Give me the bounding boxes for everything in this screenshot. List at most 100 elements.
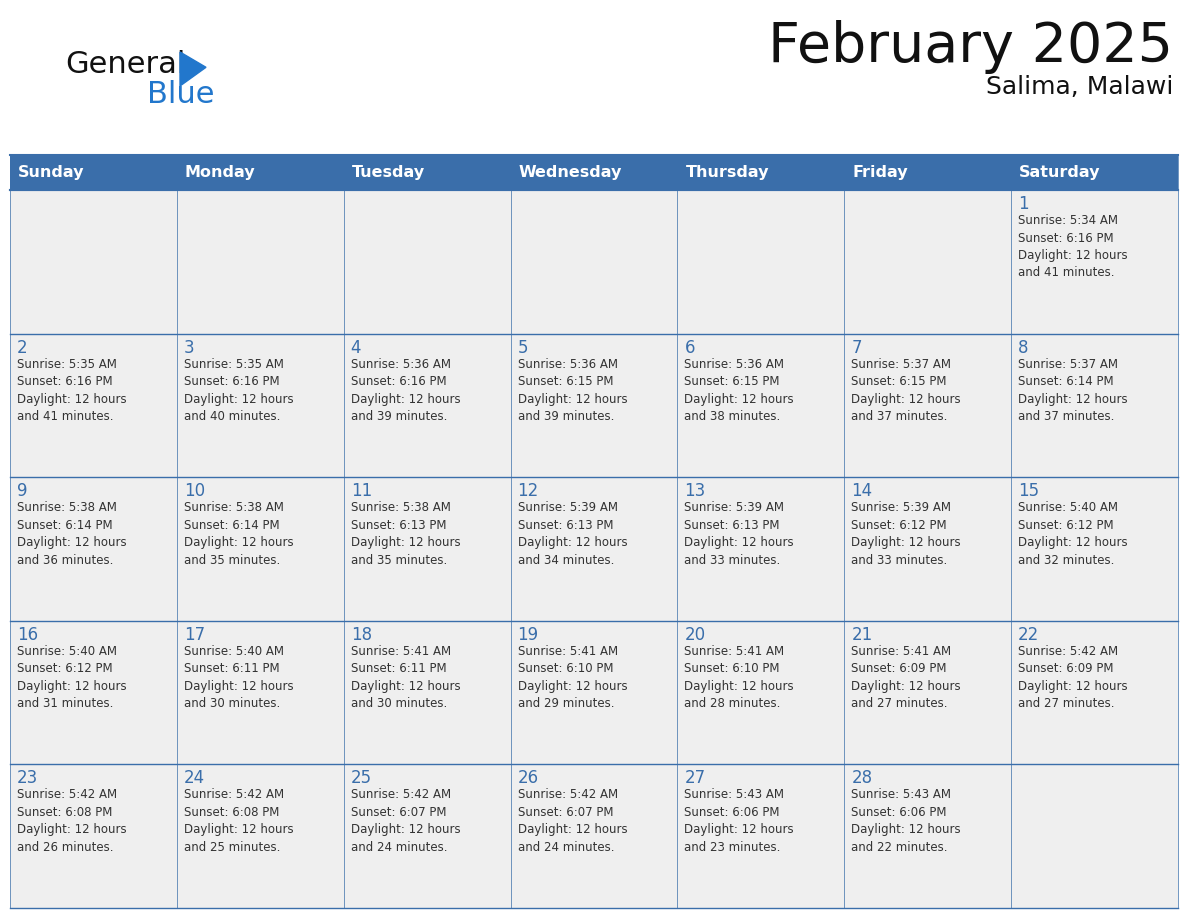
Bar — [845, 190, 1011, 333]
Text: 4: 4 — [350, 339, 361, 356]
Text: Sunrise: 5:36 AM
Sunset: 6:15 PM
Daylight: 12 hours
and 38 minutes.: Sunrise: 5:36 AM Sunset: 6:15 PM Dayligh… — [684, 358, 794, 423]
Bar — [177, 477, 343, 621]
Bar — [343, 190, 511, 333]
Text: Sunrise: 5:38 AM
Sunset: 6:14 PM
Daylight: 12 hours
and 36 minutes.: Sunrise: 5:38 AM Sunset: 6:14 PM Dayligh… — [17, 501, 127, 566]
Text: 9: 9 — [17, 482, 27, 500]
Text: 23: 23 — [17, 769, 38, 788]
Text: Sunrise: 5:40 AM
Sunset: 6:11 PM
Daylight: 12 hours
and 30 minutes.: Sunrise: 5:40 AM Sunset: 6:11 PM Dayligh… — [184, 644, 293, 711]
Bar — [511, 477, 677, 621]
Bar — [1011, 333, 1178, 477]
Bar — [511, 621, 677, 765]
Text: Sunrise: 5:37 AM
Sunset: 6:15 PM
Daylight: 12 hours
and 37 minutes.: Sunrise: 5:37 AM Sunset: 6:15 PM Dayligh… — [852, 358, 961, 423]
Text: Sunrise: 5:42 AM
Sunset: 6:08 PM
Daylight: 12 hours
and 26 minutes.: Sunrise: 5:42 AM Sunset: 6:08 PM Dayligh… — [17, 789, 127, 854]
Text: 22: 22 — [1018, 626, 1040, 644]
Bar — [511, 190, 677, 333]
Text: 14: 14 — [852, 482, 872, 500]
Text: Tuesday: Tuesday — [352, 165, 425, 180]
Text: Sunrise: 5:43 AM
Sunset: 6:06 PM
Daylight: 12 hours
and 22 minutes.: Sunrise: 5:43 AM Sunset: 6:06 PM Dayligh… — [852, 789, 961, 854]
Bar — [845, 333, 1011, 477]
Text: 17: 17 — [184, 626, 206, 644]
Text: 13: 13 — [684, 482, 706, 500]
Text: 6: 6 — [684, 339, 695, 356]
Text: Sunrise: 5:40 AM
Sunset: 6:12 PM
Daylight: 12 hours
and 31 minutes.: Sunrise: 5:40 AM Sunset: 6:12 PM Dayligh… — [17, 644, 127, 711]
Bar — [1011, 621, 1178, 765]
Text: Sunrise: 5:36 AM
Sunset: 6:16 PM
Daylight: 12 hours
and 39 minutes.: Sunrise: 5:36 AM Sunset: 6:16 PM Dayligh… — [350, 358, 460, 423]
Text: 7: 7 — [852, 339, 861, 356]
Text: 15: 15 — [1018, 482, 1040, 500]
Bar — [343, 333, 511, 477]
Text: 11: 11 — [350, 482, 372, 500]
Text: Friday: Friday — [852, 165, 908, 180]
Text: Sunrise: 5:35 AM
Sunset: 6:16 PM
Daylight: 12 hours
and 40 minutes.: Sunrise: 5:35 AM Sunset: 6:16 PM Dayligh… — [184, 358, 293, 423]
Bar — [845, 477, 1011, 621]
Text: Sunrise: 5:40 AM
Sunset: 6:12 PM
Daylight: 12 hours
and 32 minutes.: Sunrise: 5:40 AM Sunset: 6:12 PM Dayligh… — [1018, 501, 1127, 566]
Text: 25: 25 — [350, 769, 372, 788]
Bar — [677, 190, 845, 333]
Text: 21: 21 — [852, 626, 872, 644]
Text: Sunrise: 5:41 AM
Sunset: 6:10 PM
Daylight: 12 hours
and 29 minutes.: Sunrise: 5:41 AM Sunset: 6:10 PM Dayligh… — [518, 644, 627, 711]
Bar — [10, 765, 177, 908]
Text: 16: 16 — [17, 626, 38, 644]
Bar — [1011, 477, 1178, 621]
Text: 26: 26 — [518, 769, 538, 788]
Text: 18: 18 — [350, 626, 372, 644]
Text: Sunrise: 5:42 AM
Sunset: 6:08 PM
Daylight: 12 hours
and 25 minutes.: Sunrise: 5:42 AM Sunset: 6:08 PM Dayligh… — [184, 789, 293, 854]
Bar — [177, 765, 343, 908]
Text: Sunrise: 5:39 AM
Sunset: 6:13 PM
Daylight: 12 hours
and 34 minutes.: Sunrise: 5:39 AM Sunset: 6:13 PM Dayligh… — [518, 501, 627, 566]
Bar — [343, 621, 511, 765]
Text: Sunrise: 5:37 AM
Sunset: 6:14 PM
Daylight: 12 hours
and 37 minutes.: Sunrise: 5:37 AM Sunset: 6:14 PM Dayligh… — [1018, 358, 1127, 423]
Text: Blue: Blue — [147, 80, 215, 109]
Bar — [511, 765, 677, 908]
Text: Sunrise: 5:42 AM
Sunset: 6:07 PM
Daylight: 12 hours
and 24 minutes.: Sunrise: 5:42 AM Sunset: 6:07 PM Dayligh… — [350, 789, 460, 854]
Text: Sunrise: 5:36 AM
Sunset: 6:15 PM
Daylight: 12 hours
and 39 minutes.: Sunrise: 5:36 AM Sunset: 6:15 PM Dayligh… — [518, 358, 627, 423]
Bar — [511, 333, 677, 477]
Text: Sunrise: 5:38 AM
Sunset: 6:14 PM
Daylight: 12 hours
and 35 minutes.: Sunrise: 5:38 AM Sunset: 6:14 PM Dayligh… — [184, 501, 293, 566]
Text: Sunrise: 5:39 AM
Sunset: 6:12 PM
Daylight: 12 hours
and 33 minutes.: Sunrise: 5:39 AM Sunset: 6:12 PM Dayligh… — [852, 501, 961, 566]
Text: General: General — [65, 50, 185, 79]
Text: 27: 27 — [684, 769, 706, 788]
Text: Monday: Monday — [185, 165, 255, 180]
Text: 3: 3 — [184, 339, 195, 356]
Bar — [845, 621, 1011, 765]
Text: Sunrise: 5:39 AM
Sunset: 6:13 PM
Daylight: 12 hours
and 33 minutes.: Sunrise: 5:39 AM Sunset: 6:13 PM Dayligh… — [684, 501, 794, 566]
Text: February 2025: February 2025 — [767, 20, 1173, 74]
Text: Sunrise: 5:41 AM
Sunset: 6:11 PM
Daylight: 12 hours
and 30 minutes.: Sunrise: 5:41 AM Sunset: 6:11 PM Dayligh… — [350, 644, 460, 711]
Bar — [677, 621, 845, 765]
Text: 10: 10 — [184, 482, 206, 500]
Bar — [10, 333, 177, 477]
Text: Sunrise: 5:34 AM
Sunset: 6:16 PM
Daylight: 12 hours
and 41 minutes.: Sunrise: 5:34 AM Sunset: 6:16 PM Dayligh… — [1018, 214, 1127, 279]
Text: Saturday: Saturday — [1019, 165, 1100, 180]
Text: 2: 2 — [17, 339, 27, 356]
Bar — [10, 477, 177, 621]
Text: Sunrise: 5:42 AM
Sunset: 6:07 PM
Daylight: 12 hours
and 24 minutes.: Sunrise: 5:42 AM Sunset: 6:07 PM Dayligh… — [518, 789, 627, 854]
Text: 8: 8 — [1018, 339, 1029, 356]
Bar — [677, 765, 845, 908]
Bar — [343, 477, 511, 621]
Text: 5: 5 — [518, 339, 529, 356]
Bar — [677, 333, 845, 477]
Text: 20: 20 — [684, 626, 706, 644]
Text: 19: 19 — [518, 626, 538, 644]
Text: 12: 12 — [518, 482, 539, 500]
Text: Thursday: Thursday — [685, 165, 769, 180]
Text: Sunrise: 5:42 AM
Sunset: 6:09 PM
Daylight: 12 hours
and 27 minutes.: Sunrise: 5:42 AM Sunset: 6:09 PM Dayligh… — [1018, 644, 1127, 711]
Polygon shape — [181, 52, 206, 86]
Text: Sunrise: 5:41 AM
Sunset: 6:10 PM
Daylight: 12 hours
and 28 minutes.: Sunrise: 5:41 AM Sunset: 6:10 PM Dayligh… — [684, 644, 794, 711]
Text: Sunrise: 5:35 AM
Sunset: 6:16 PM
Daylight: 12 hours
and 41 minutes.: Sunrise: 5:35 AM Sunset: 6:16 PM Dayligh… — [17, 358, 127, 423]
Text: Sunrise: 5:43 AM
Sunset: 6:06 PM
Daylight: 12 hours
and 23 minutes.: Sunrise: 5:43 AM Sunset: 6:06 PM Dayligh… — [684, 789, 794, 854]
Text: Salima, Malawi: Salima, Malawi — [986, 75, 1173, 99]
Text: 1: 1 — [1018, 195, 1029, 213]
Text: Sunrise: 5:38 AM
Sunset: 6:13 PM
Daylight: 12 hours
and 35 minutes.: Sunrise: 5:38 AM Sunset: 6:13 PM Dayligh… — [350, 501, 460, 566]
Bar — [1011, 190, 1178, 333]
Bar — [845, 765, 1011, 908]
Text: Sunrise: 5:41 AM
Sunset: 6:09 PM
Daylight: 12 hours
and 27 minutes.: Sunrise: 5:41 AM Sunset: 6:09 PM Dayligh… — [852, 644, 961, 711]
Bar — [177, 190, 343, 333]
Text: 24: 24 — [184, 769, 206, 788]
Bar — [1011, 765, 1178, 908]
Bar — [677, 477, 845, 621]
Bar — [10, 621, 177, 765]
Text: Wednesday: Wednesday — [519, 165, 623, 180]
Text: 28: 28 — [852, 769, 872, 788]
Bar — [10, 155, 1178, 190]
Bar — [177, 333, 343, 477]
